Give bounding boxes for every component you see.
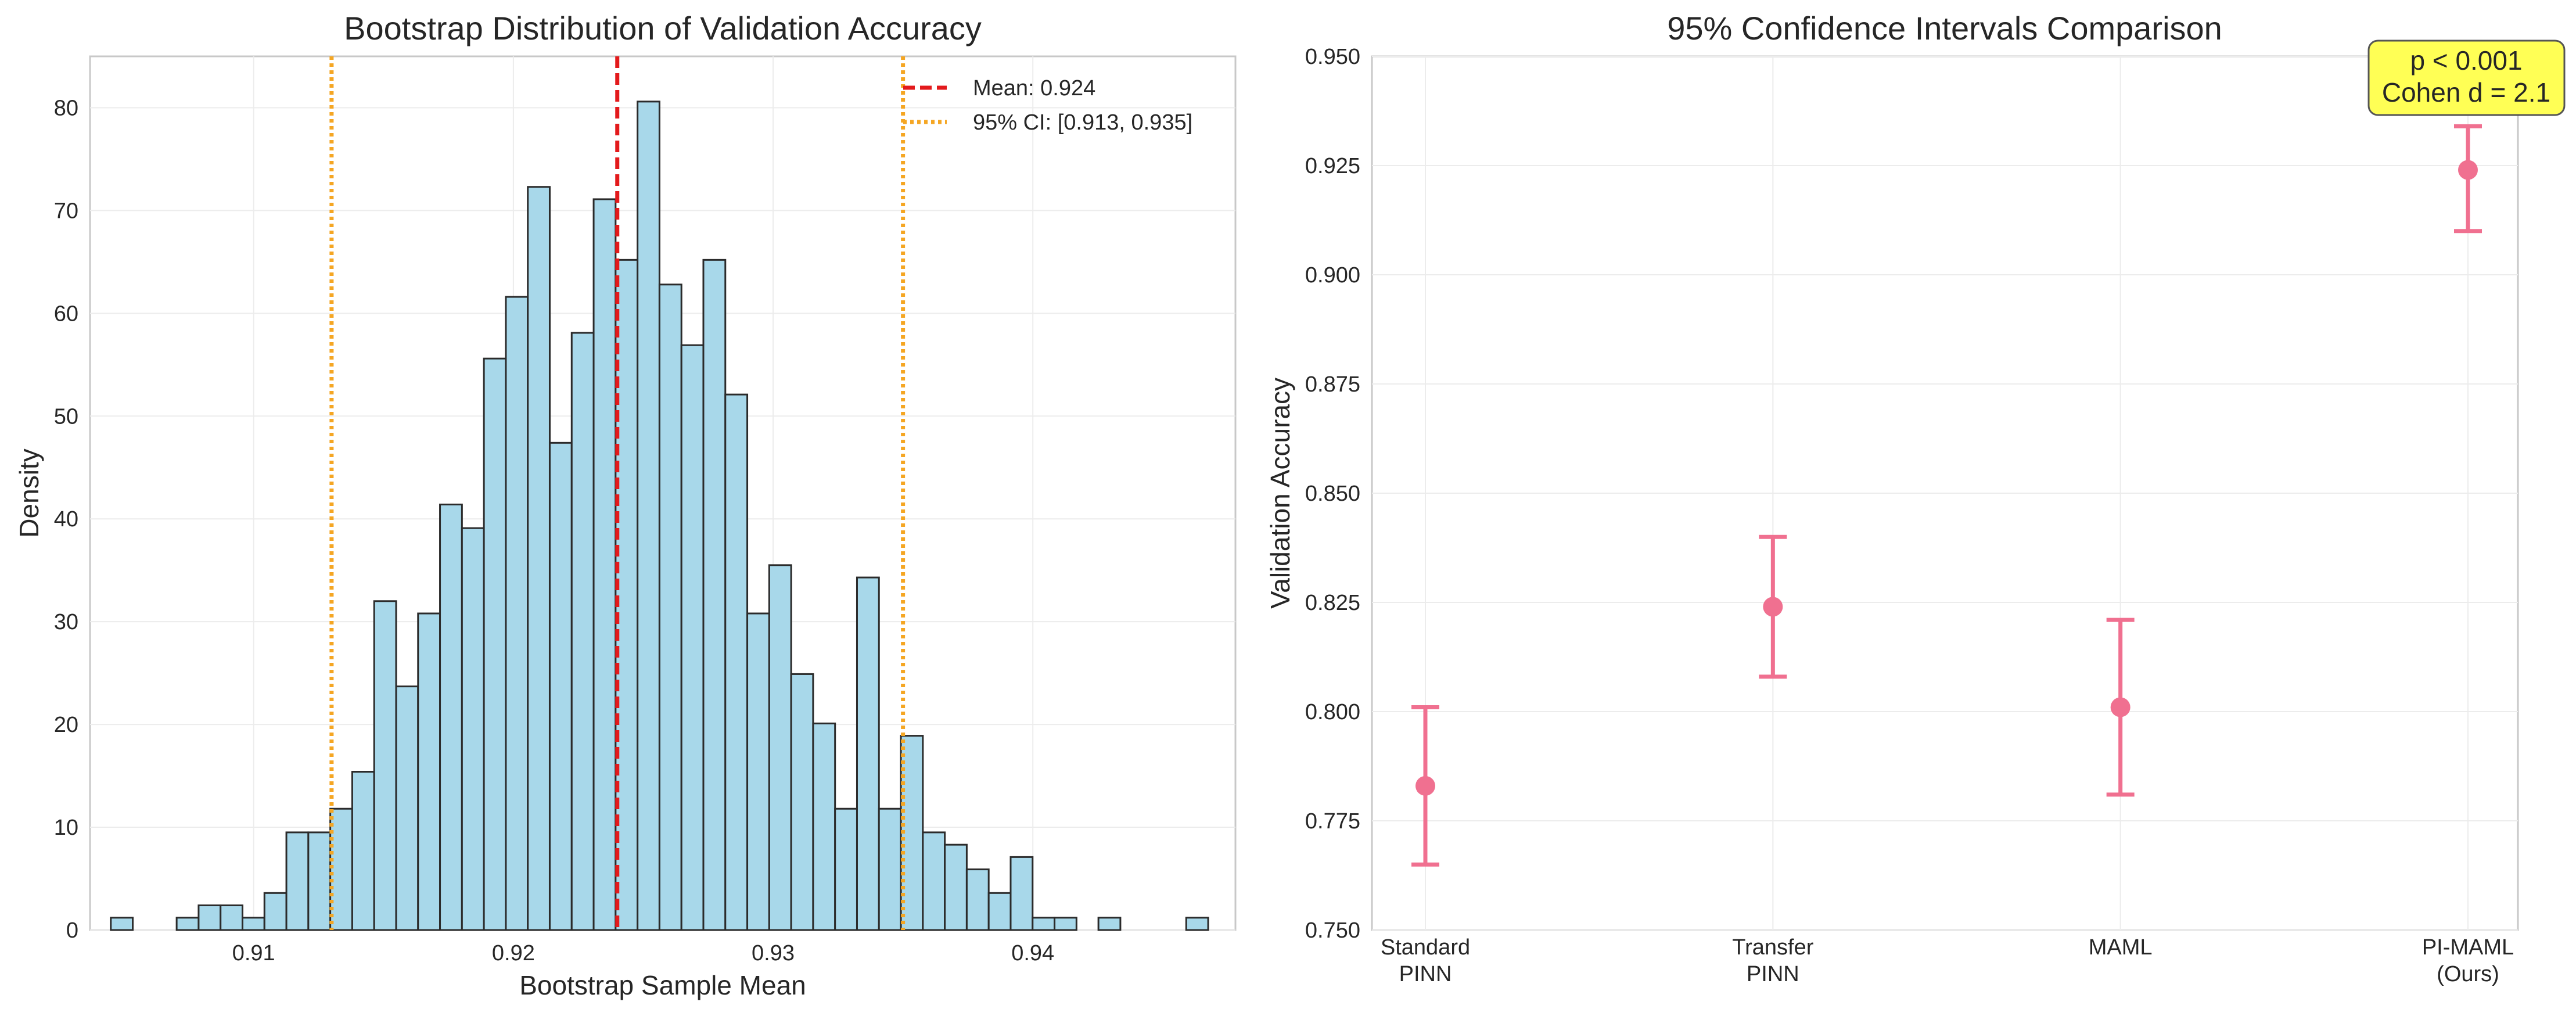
histogram-bar	[965, 868, 990, 931]
mean-accuracy-point	[2110, 697, 2131, 717]
histogram-bar	[461, 527, 485, 931]
ci-x-tick-label: (Ours)	[2437, 962, 2499, 986]
ci-x-tick-label: PI-MAML	[2422, 935, 2514, 960]
histogram-bar	[1009, 856, 1034, 931]
histogram-bar	[329, 807, 353, 931]
ci-x-tick-label: PINN	[1747, 962, 1799, 986]
ci-title: 95% Confidence Intervals Comparison	[1667, 10, 2222, 46]
histogram-bar	[944, 843, 968, 931]
ci-y-tick-label: 0.825	[1305, 591, 1360, 615]
histogram-x-axis-label: Bootstrap Sample Mean	[519, 970, 806, 1000]
histogram-x-ticks: 0.91 0.92 0.93 0.94	[232, 941, 1054, 965]
histogram-bar	[724, 393, 749, 931]
histogram-y-axis-label: Density	[14, 448, 44, 537]
histogram-bar	[987, 892, 1012, 931]
histogram-bar	[220, 904, 243, 931]
histogram-bar	[307, 831, 332, 931]
histogram-bar	[834, 807, 858, 931]
histogram-bar	[175, 917, 200, 931]
histogram-bar	[658, 283, 682, 931]
ci-y-tick-label: 0.875	[1305, 372, 1360, 397]
histogram-bar	[1032, 917, 1056, 931]
histogram-bar	[373, 600, 397, 931]
histogram-bar	[241, 917, 265, 931]
histogram-bar	[812, 722, 836, 931]
histogram-bar	[263, 892, 288, 931]
ci-y-tick-label: 0.750	[1305, 918, 1360, 943]
histogram-bar	[878, 807, 902, 931]
histogram-bar	[702, 259, 727, 931]
histogram-legend: Mean: 0.924 95% CI: [0.913, 0.935]	[903, 76, 1192, 135]
histogram-bar	[1054, 917, 1077, 931]
histogram-bar	[351, 771, 375, 931]
histogram-x-tick-label: 0.93	[752, 941, 795, 965]
histogram-y-ticks: 0 10 20 30 40 50 60 70 80	[54, 96, 78, 943]
histogram-bar	[527, 186, 551, 931]
histogram-bar	[592, 198, 617, 931]
histogram-x-tick-label: 0.91	[232, 941, 275, 965]
ci-y-tick-label: 0.850	[1305, 482, 1360, 506]
histogram-bar	[197, 904, 222, 931]
histogram-bar	[570, 332, 595, 931]
ci-y-tick-label: 0.800	[1305, 700, 1360, 724]
histogram-bar	[285, 831, 310, 931]
ci-x-tick-label: PINN	[1399, 962, 1452, 986]
histogram-bar	[1097, 917, 1122, 931]
histogram-x-tick-label: 0.94	[1011, 941, 1054, 965]
mean-accuracy-point	[1415, 776, 1435, 796]
ci-x-tick-label: Transfer	[1732, 935, 1813, 960]
ci-y-tick-label: 0.775	[1305, 809, 1360, 834]
histogram-y-tick-label: 0	[66, 918, 78, 943]
histogram-y-tick-label: 10	[54, 816, 78, 840]
histogram-title: Bootstrap Distribution of Validation Acc…	[344, 10, 982, 46]
histogram-bar	[615, 259, 639, 931]
histogram-bar	[439, 503, 463, 931]
histogram-bar	[395, 685, 419, 931]
histogram-y-tick-label: 20	[54, 713, 78, 737]
histogram-bar	[637, 100, 660, 931]
histogram-bar	[483, 357, 507, 931]
histogram-bar	[746, 612, 770, 931]
histogram-y-tick-label: 30	[54, 610, 78, 634]
histogram-bar	[680, 344, 705, 931]
histogram-bar	[110, 917, 134, 931]
annotation-box	[2367, 40, 2566, 116]
histogram-reference-lines	[329, 56, 906, 930]
histogram-y-tick-label: 50	[54, 404, 78, 429]
histogram-bar	[1185, 917, 1209, 931]
histogram-y-tick-label: 40	[54, 507, 78, 532]
histogram-bar	[790, 673, 814, 931]
histogram-y-tick-label: 60	[54, 301, 78, 326]
annotation-effect-size: Cohen d = 2.1	[2382, 77, 2550, 107]
legend-ci-label: 95% CI: [0.913, 0.935]	[973, 110, 1192, 135]
ci-error-bars	[1411, 124, 2482, 867]
ci-y-tick-label: 0.950	[1305, 45, 1360, 69]
ci-y-tick-label: 0.900	[1305, 263, 1360, 288]
histogram-bar	[856, 576, 880, 931]
histogram-bars	[110, 100, 1209, 931]
histogram-panel: 0.91 0.92 0.93 0.94 0 10 20 30 40 50 60 70 80 Boots…	[14, 10, 1237, 1000]
histogram-y-tick-label: 70	[54, 199, 78, 223]
histogram-bar	[922, 831, 946, 931]
histogram-bar	[768, 564, 792, 931]
ci-x-tick-label: Standard	[1381, 935, 1470, 960]
histogram-bar	[417, 612, 441, 931]
legend-mean-label: Mean: 0.924	[973, 76, 1095, 100]
histogram-bar	[548, 441, 573, 931]
ci-x-tick-label: MAML	[2089, 935, 2153, 960]
significance-annotation: p < 0.001 Cohen d = 2.1	[2367, 40, 2566, 116]
ci-y-ticks: 0.750 0.775 0.800 0.825 0.850 0.875 0.900 0.925…	[1305, 45, 1360, 943]
mean-accuracy-point	[1763, 597, 1783, 617]
ci-y-axis-label: Validation Accuracy	[1265, 378, 1295, 609]
ci-y-tick-label: 0.925	[1305, 154, 1360, 178]
histogram-y-tick-label: 80	[54, 96, 78, 120]
mean-accuracy-point	[2458, 160, 2478, 180]
annotation-p-value: p < 0.001	[2410, 45, 2522, 76]
histogram-bar	[505, 296, 529, 931]
histogram-x-tick-label: 0.92	[492, 941, 535, 965]
